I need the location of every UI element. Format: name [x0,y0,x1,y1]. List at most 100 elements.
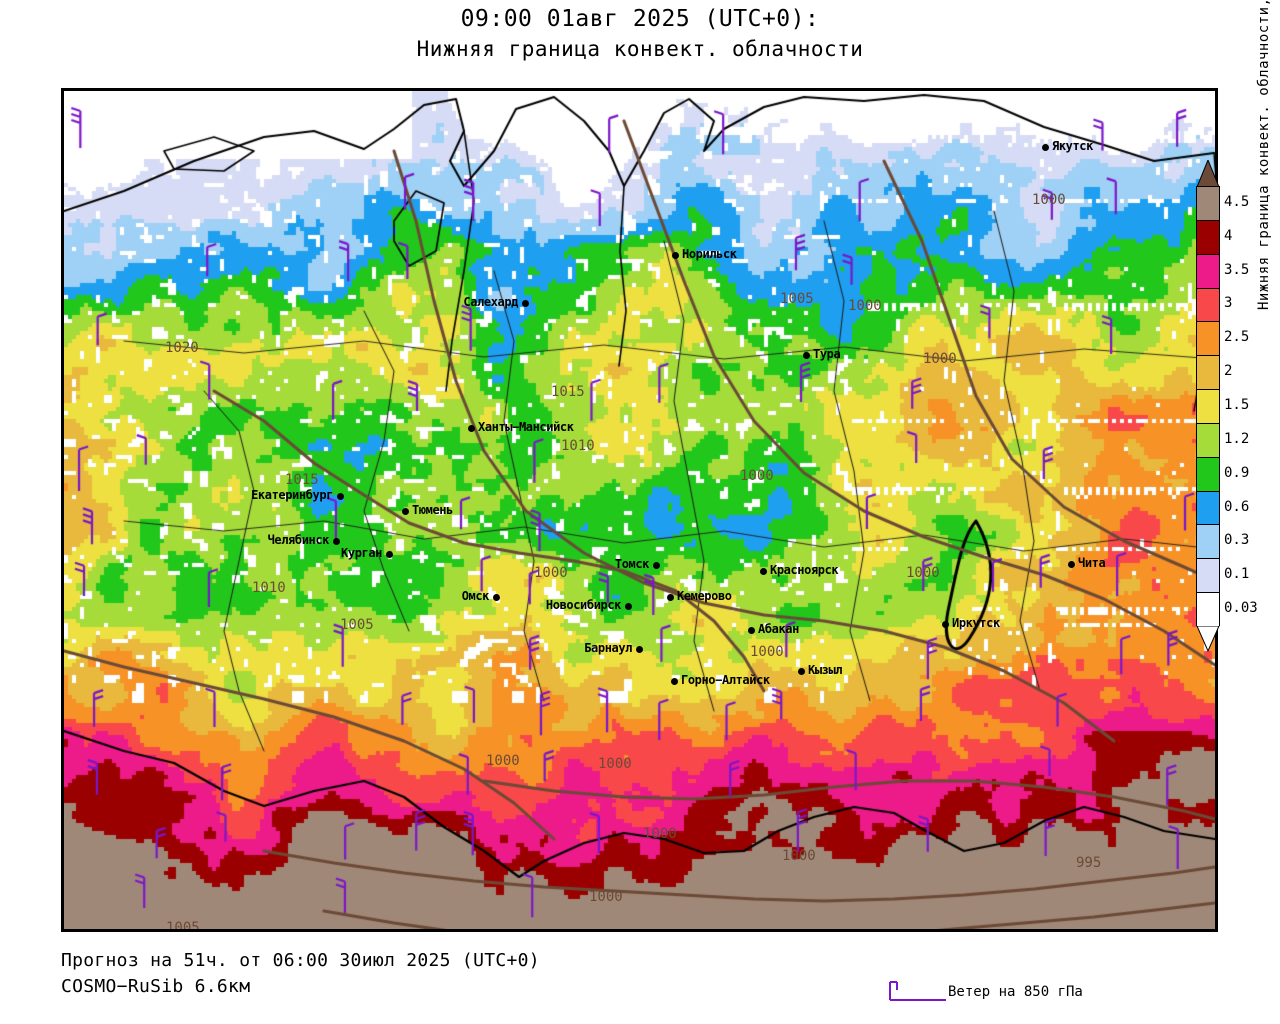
city-label: Кемерово [677,589,732,603]
isobar-label: 1000 [740,468,774,484]
isobar-label: 1000 [750,644,784,660]
colorbar-segment [1197,356,1219,391]
page-title: 09:00 01авг 2025 (UTC+0): Нижняя граница… [0,4,1280,64]
isobar-label: 1015 [551,384,585,400]
city-dot-icon [672,252,679,259]
city-dot-icon [653,562,660,569]
city-label: Челябинск [267,533,330,547]
city-dot-icon [333,538,340,545]
isobar-label: 1000 [906,565,940,581]
city-label: Курган [341,546,382,560]
colorbar-segment [1197,220,1219,255]
colorbar-tick-label: 4 [1224,227,1233,244]
city-label: Барнаул [584,641,632,655]
isobar-label: 1000 [589,889,623,905]
forecast-info: Прогноз на 51ч. от 06:00 30июл 2025 (UTC… [61,950,540,971]
model-info: COSMO−RuSib 6.6км [61,976,251,997]
isobar-label: 1010 [561,438,595,454]
city-dot-icon [798,668,805,675]
isobar-label: 1000 [848,298,882,314]
colorbar-tick-label: 4.5 [1224,193,1250,210]
city-dot-icon [671,678,678,685]
colorbar-tick-label: 0.6 [1224,498,1250,515]
city-dot-icon [522,300,529,307]
weather-map[interactable]: Якутск Норильск Салехард Тура Ханты−Мансийск… [61,88,1218,932]
isobar-label: 995 [1076,855,1102,871]
colorbar-tick-label: 3.5 [1224,261,1250,278]
isobar-label: 1000 [534,565,568,581]
title-parameter: Нижняя граница конвект. облачности [416,37,864,61]
colorbar-ticks: 4.5 4 3.5 3 2.5 2 1.5 1.2 0.9 0.6 0.3 0.1 0.03 [1222,186,1262,652]
colorbar-tick-label: 2.5 [1224,329,1250,346]
colorbar-segment [1197,390,1219,424]
city-dot-icon [1068,561,1075,568]
isobar-label: 1020 [165,340,199,356]
city-dot-icon [493,594,500,601]
colorbar-segment [1197,322,1219,357]
city-label: Омск [461,589,490,603]
isobar-label: 1005 [166,920,200,932]
colorbar-segment [1197,457,1219,492]
colorbar: 4.5 4 3.5 3 2.5 2 1.5 1.2 0.9 0.6 0.3 0.1 0.03 Нижня… [1196,0,1280,670]
city-dot-icon [942,621,949,628]
colorbar-tick-label: 1.2 [1224,430,1250,447]
city-dot-icon [386,551,393,558]
city-label: Екатеринбург [251,488,333,502]
city-label: Горно−Алтайск [681,673,770,687]
colorbar-top-arrow-icon [1196,160,1220,188]
isobar-label: 1010 [252,580,286,596]
footer: Прогноз на 51ч. от 06:00 30июл 2025 (UTC… [61,948,1241,1000]
colorbar-tick-label: 3 [1224,295,1233,312]
city-label: Томск [614,557,650,571]
colorbar-segment [1197,187,1219,221]
colorbar-tick-label: 0.3 [1224,532,1250,549]
city-dot-icon [468,425,475,432]
isobar-label: 1000 [643,826,677,842]
colorbar-tick-label: 2 [1224,363,1233,380]
city-label: Кызыл [808,663,843,677]
city-label: Тура [813,347,841,361]
colorbar-tick-label: 0.1 [1224,566,1250,583]
city-dot-icon [748,627,755,634]
city-dot-icon [667,594,674,601]
isobar-label: 1005 [780,291,814,307]
city-dot-icon [1042,144,1049,151]
isobar-label: 1005 [340,617,374,633]
colorbar-segment [1197,593,1219,627]
colorbar-segment [1197,491,1219,526]
city-label: Чита [1078,556,1106,570]
city-label: Абакан [758,622,799,636]
city-dot-icon [402,508,409,515]
colorbar-tick-label: 0.9 [1224,464,1250,481]
city-label: Тюмень [412,503,453,517]
colorbar-segment [1197,254,1219,289]
isobar-label: 1000 [598,756,632,772]
isobar-label: 1000 [1032,192,1066,208]
map-raster-layer [64,91,1215,929]
city-label: Норильск [682,247,737,261]
wind-legend-label: Ветер на 850 гПа [948,984,1083,1000]
colorbar-axis-title: Нижняя граница конвект. облачности, км [1256,0,1272,310]
colorbar-segment [1197,423,1219,458]
city-label: Салехард [463,295,518,309]
city-label: Якутск [1052,139,1093,153]
wind-barb-legend: Ветер на 850 гПа [880,978,1270,1008]
colorbar-bottom-arrow-icon [1196,626,1220,652]
city-dot-icon [625,603,632,610]
wind-barb-icon [889,981,946,1001]
colorbar-tick-label: 0.03 [1224,600,1258,617]
colorbar-segment [1197,525,1219,560]
city-label: Красноярск [770,563,839,577]
city-label: Иркутск [952,616,1000,630]
title-datetime: 09:00 01авг 2025 (UTC+0): [460,6,820,32]
city-label: Ханты−Мансийск [478,420,574,434]
isobar-label: 1000 [486,753,520,769]
isobar-label: 1000 [782,848,816,864]
city-dot-icon [760,568,767,575]
colorbar-segment [1197,559,1219,594]
colorbar-tick-label: 1.5 [1224,397,1250,413]
city-dot-icon [636,646,643,653]
isobar-label: 1000 [923,351,957,367]
colorbar-segment [1197,288,1219,323]
city-dot-icon [803,352,810,359]
